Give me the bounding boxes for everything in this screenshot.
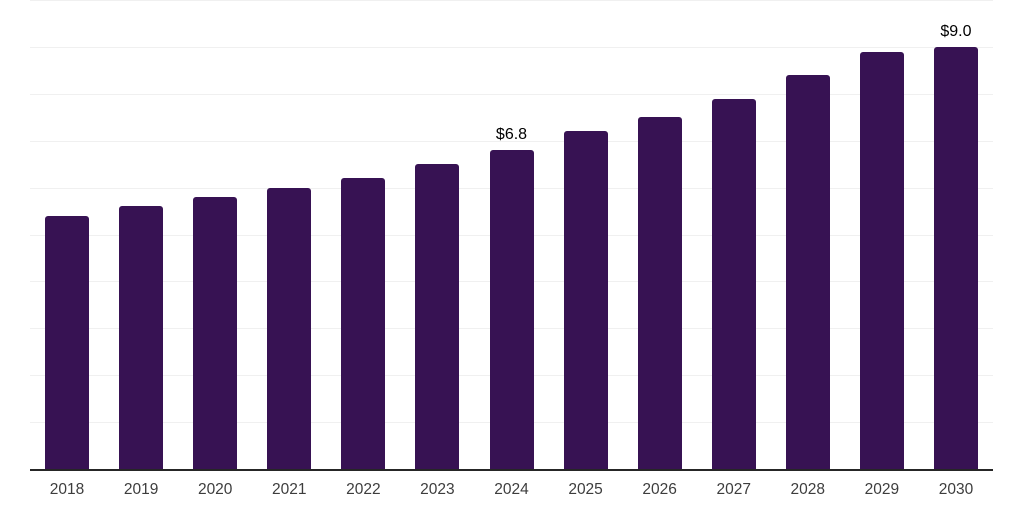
plot-area: $6.8 $9.0 [30, 0, 993, 469]
x-tick-label-2026: 2026 [642, 481, 677, 498]
bar-2022 [341, 178, 386, 469]
x-axis-line [30, 469, 993, 471]
x-tick-label-2023: 2023 [420, 481, 455, 498]
bar-2020 [193, 196, 238, 469]
bar-2023 [415, 164, 460, 469]
bar-2028 [785, 75, 830, 469]
x-tick-label-2021: 2021 [272, 481, 307, 498]
x-tick-label-2022: 2022 [346, 481, 381, 498]
x-axis-labels: 2018 2019 2020 2021 2022 2023 2024 2025 2026 2027… [30, 481, 993, 505]
bar-2029 [859, 51, 904, 469]
x-tick-label-2027: 2027 [716, 481, 751, 498]
x-tick-label-2019: 2019 [123, 481, 159, 498]
bar-2026 [637, 117, 682, 469]
gridline [30, 93, 993, 95]
data-label-2030: $9.0 [940, 22, 972, 40]
x-tick-label-2024: 2024 [494, 481, 529, 498]
gridline [30, 46, 993, 48]
x-tick-label-2028: 2028 [790, 481, 826, 498]
x-tick-label-2029: 2029 [864, 481, 900, 498]
bar-2019 [119, 206, 164, 469]
data-label-2024: $6.8 [495, 126, 528, 144]
bar-2025 [563, 131, 608, 469]
gridline [30, 140, 993, 142]
bar-2021 [267, 187, 312, 469]
x-tick-label-2020: 2020 [197, 481, 233, 498]
bar-2030 [933, 46, 978, 469]
x-tick-label-2025: 2025 [568, 481, 603, 498]
bar-2018 [45, 215, 90, 469]
bar-2024 [489, 150, 534, 469]
gridline [30, 0, 993, 1]
x-tick-label-2018: 2018 [49, 481, 85, 498]
x-tick-label-2030: 2030 [938, 481, 974, 498]
bar-2027 [711, 98, 756, 469]
